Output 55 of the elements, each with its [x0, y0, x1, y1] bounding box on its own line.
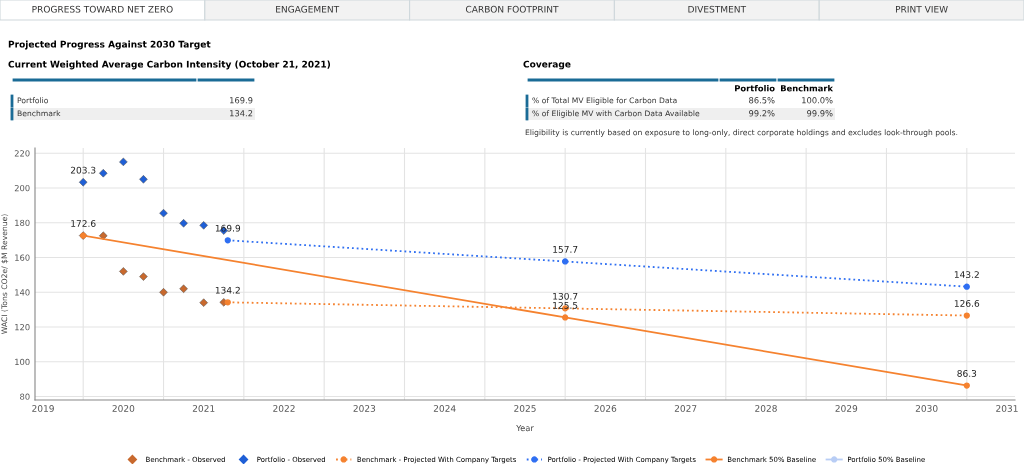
data-label: 125.5 [553, 301, 578, 309]
data-label: 169.9 [230, 97, 253, 104]
point [963, 382, 970, 389]
text: Coverage [523, 60, 571, 70]
x-tick-label: 2030 [915, 405, 938, 412]
text: PRINT VIEW [895, 5, 948, 13]
x-tick-label: 2022 [273, 405, 295, 412]
data-label: 203.3 [70, 166, 96, 174]
x-tick-label: 2027 [674, 405, 697, 412]
x-tick-label: 2021 [192, 405, 215, 412]
data-label: 172.6 [71, 220, 96, 227]
point [963, 312, 970, 319]
data-label: 86.3 [957, 370, 977, 377]
data-label: 134.2 [230, 110, 253, 117]
data-label: 99.9% [807, 110, 833, 117]
point [224, 299, 231, 306]
data-label: 99.2% [749, 110, 775, 117]
x-tick-label: 2026 [594, 405, 617, 412]
y-tick-label: 160 [15, 254, 30, 261]
y-tick-label: 80 [20, 393, 30, 400]
data-label: 100.0% [802, 97, 833, 104]
x-tick-label: 2024 [433, 405, 456, 412]
text: CARBON FOOTPRINT [465, 5, 559, 13]
series-label: Portfolio [735, 84, 775, 92]
x-tick-label: 2025 [514, 405, 536, 412]
data-label: 157.7 [553, 246, 578, 253]
point [224, 237, 231, 244]
data-label: 169.9 [215, 224, 241, 232]
text: Projected Progress Against 2030 Target [8, 40, 211, 50]
x-tick-label: 2019 [32, 405, 54, 412]
text: Benchmark [781, 84, 834, 92]
x-tick-label: 2023 [353, 405, 376, 412]
data-label: 143.2 [954, 271, 979, 278]
text: Current Weighted Average Carbon Intensity (October 21, 2021) [8, 60, 331, 70]
point [562, 258, 569, 265]
data-label: 126.6 [954, 300, 980, 307]
x-axis-title: Year [516, 424, 534, 432]
data-label: 86.5% [749, 97, 775, 104]
x-tick-label: 2029 [835, 405, 858, 412]
data-label: 130.7 [553, 292, 578, 300]
y-tick-label: 180 [15, 219, 30, 227]
y-tick-label: 120 [15, 323, 30, 331]
y-tick-label: 140 [15, 289, 30, 296]
text: DIVESTMENT [688, 5, 747, 13]
x-tick-label: 2031 [996, 405, 1018, 412]
text: PROGRESS TOWARD NET ZERO [32, 5, 173, 13]
y-tick-label: 220 [14, 150, 30, 157]
x-tick-label: 2020 [112, 405, 135, 412]
point [562, 314, 569, 321]
y-tick-label: 200 [14, 184, 30, 192]
point [963, 283, 970, 290]
y-tick-label: 100 [15, 358, 30, 366]
x-tick-label: 2028 [755, 405, 777, 412]
text: ENGAGEMENT [276, 5, 340, 13]
data-label: 134.2 [215, 286, 240, 294]
